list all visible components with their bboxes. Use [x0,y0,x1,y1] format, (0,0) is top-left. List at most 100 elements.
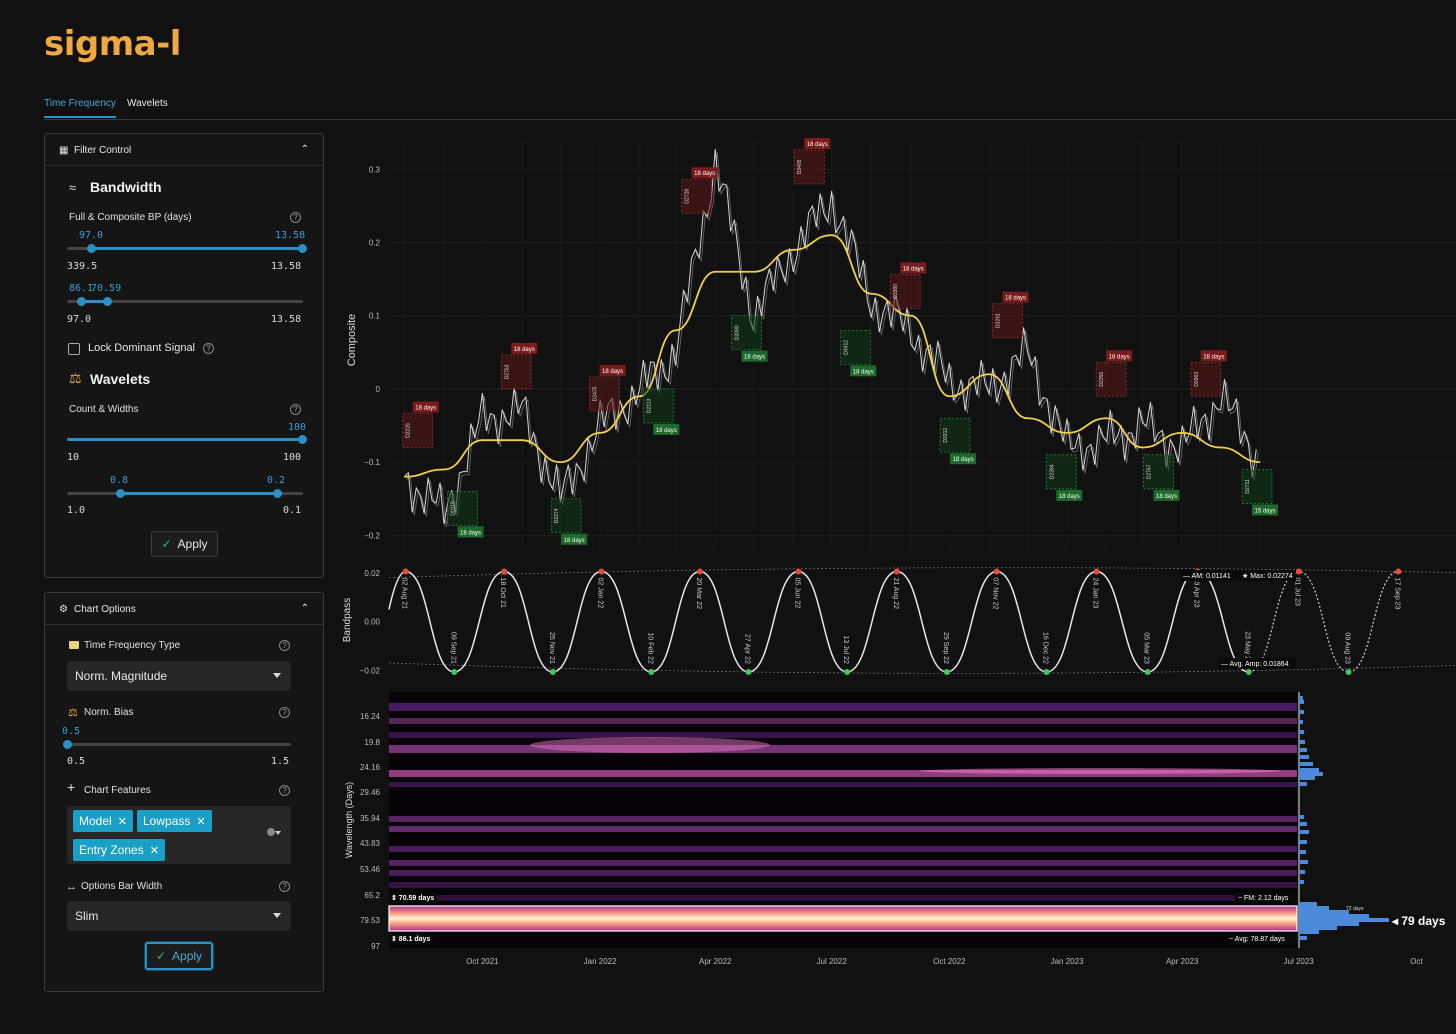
histogram-bar [1299,755,1309,759]
norm-bias-slider-track[interactable] [63,740,291,749]
count-slider-handle[interactable] [298,435,307,444]
cycle-date-label: 09 Sep 21 [449,632,456,664]
cycle-length-label: 18 days [460,530,481,536]
chevron-up-icon[interactable]: ⌃ [300,144,309,155]
heatmap-row [389,816,1297,822]
caret-down-icon[interactable] [275,831,281,835]
heatmap-row [389,770,1297,777]
cycle-length-label: 18 days [953,457,974,463]
histogram-bar [1299,762,1313,766]
cycle-date-label: 16 Dec 22 [1042,632,1049,664]
cycle-date-label: 02 Aug 21 [401,578,408,610]
trough-marker [745,668,752,675]
band-top-label: ⇕ 70.59 days [391,894,434,902]
tf-type-value: Norm. Magnitude [75,669,168,683]
app-logo: sigma-l [44,24,181,64]
composite-chart[interactable]: 0.3 0.2 0.1 0 −0.1 −0.2 Composite D2226 18 days D… [346,137,1456,550]
trough-marker [844,668,851,675]
filter-control-title: Filter Control [74,145,132,156]
count-slider-track[interactable] [67,435,307,444]
lock-dominant-checkbox[interactable] [68,343,80,355]
histogram-bar [1299,730,1304,734]
help-icon[interactable]: ? [279,707,290,718]
trough-marker [1043,668,1050,675]
histogram-bar [1299,880,1304,884]
x-tick-label: Apr 2023 [1166,957,1199,966]
bp2-slider-high-handle[interactable] [103,297,112,306]
width-slider-high-handle[interactable] [273,489,282,498]
caret-down-icon [273,673,281,678]
width-slider-low-handle[interactable] [116,489,125,498]
plus-icon: + [67,779,76,795]
tab-wavelets[interactable]: Wavelets [127,98,168,109]
chart-features-multiselect[interactable]: Model ✕ Lowpass ✕ Entry Zones ✕ [67,806,291,864]
y-tick-label: 43.83 [360,839,381,848]
y-tick-label: 0 [376,385,381,394]
norm-bias-label: Norm. Bias [84,707,134,718]
peak-marker [893,568,900,575]
cycle-length-badge [599,364,626,376]
bp1-slider-low-handle[interactable] [87,244,96,253]
bandpass-line [388,570,1249,673]
help-icon[interactable]: ? [290,404,301,415]
bp1-slider-track[interactable] [67,244,307,253]
x-tick-label: Oct 2021 [466,957,499,966]
close-icon[interactable]: ✕ [117,816,127,828]
histogram-bar [1299,830,1309,834]
heatmap-row [389,718,1297,724]
help-icon[interactable]: ? [279,785,290,796]
cycle-date-label: 24 Jan 23 [1091,578,1098,609]
bandpass-chart[interactable]: 0.02 0.00 −0.02 Bandpass 02 Aug 21 09 Sep 21 1… [342,567,1456,676]
y-tick-label: 0.2 [369,239,381,248]
bar-width-select[interactable]: Slim [67,901,291,931]
cycle-length-label: 18 days [1059,494,1080,500]
cycle-date-label: 13 Jul 22 [842,636,849,665]
norm-bias-slider-handle[interactable] [63,740,72,749]
wavelength-heatmap[interactable]: 16.24 19.8 24.16 29.46 35.94 43.83 53.46 65.2 79… [344,692,1446,966]
entry-zone [839,329,871,365]
chip-entry-zones[interactable]: Entry Zones ✕ [73,839,165,861]
waves-icon: ≈ [69,180,77,195]
bp1-high-value: 13.58 [275,230,306,241]
chip-model[interactable]: Model ✕ [73,810,133,832]
histogram-bar [1299,768,1319,772]
bp1-slider-high-handle[interactable] [298,244,307,253]
help-icon[interactable]: ? [279,640,290,651]
cycle-length-label: 18 days [1109,354,1130,360]
clear-all-icon[interactable] [267,828,275,836]
peak-marker [1395,568,1402,575]
y-tick-label: 24.16 [360,763,381,772]
y-tick-label: 16.24 [360,712,381,721]
filter-control-header[interactable]: ▦ Filter Control ⌃ [45,134,323,166]
cycle-date-label: 07 Nov 22 [992,578,999,610]
entry-zone [1045,454,1077,490]
entry-zone [1143,454,1174,490]
filter-apply-button[interactable]: ✓ Apply [151,531,218,557]
chevron-up-icon[interactable]: ⌃ [300,603,309,614]
help-icon[interactable]: ? [279,881,290,892]
cycle-length-badge [457,526,484,538]
chart-options-header[interactable]: ⚙ Chart Options ⌃ [45,593,323,625]
chip-lowpass[interactable]: Lowpass ✕ [137,810,212,832]
help-icon[interactable]: ? [290,212,301,223]
help-icon[interactable]: ? [203,343,214,354]
zone-code-label: D2113 [646,399,652,414]
bp2-slider-track[interactable] [67,297,303,306]
y-tick-label: −0.02 [360,666,381,675]
entry-zone [889,273,921,309]
tf-type-label: Time Frequency Type [84,640,181,651]
bp2-slider-low-handle[interactable] [77,297,86,306]
bandwidth-label: Full & Composite BP (days) [69,212,192,223]
cycle-length-badge [561,533,588,545]
histogram-bar [1299,902,1317,906]
norm-bias-min: 0.5 [67,756,86,767]
histogram-bar [1299,710,1304,714]
width-slider-track[interactable] [67,489,303,498]
tab-time-frequency[interactable]: Time Frequency [44,98,116,118]
norm-bias-value: 0.5 [62,726,81,737]
close-icon[interactable]: ✕ [196,816,206,828]
tf-type-select[interactable]: Norm. Magnitude [67,661,291,691]
chart-options-apply-button[interactable]: ✓ Apply [145,942,213,970]
histogram-bar [1299,914,1369,918]
close-icon[interactable]: ✕ [149,845,159,857]
